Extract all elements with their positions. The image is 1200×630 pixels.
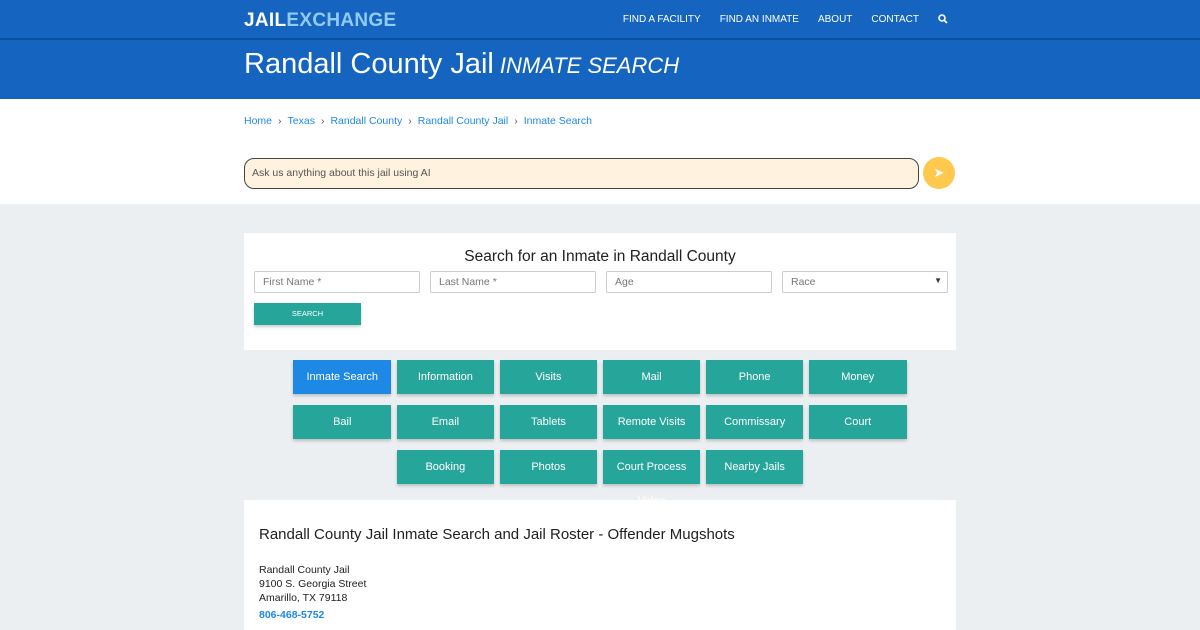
btn-photos[interactable]: Photos: [499, 450, 598, 484]
title-sub: INMATE SEARCH: [499, 53, 680, 78]
crumb-home[interactable]: Home: [244, 115, 273, 127]
chevron-right-icon: ›: [514, 115, 518, 127]
btn-mail[interactable]: Mail: [602, 360, 701, 394]
logo-exchange: EXCHANGE: [286, 10, 397, 31]
title-band: Randall County Jail INMATE SEARCH: [0, 40, 1200, 99]
race-value: Race: [791, 276, 816, 288]
race-select[interactable]: Race ▼: [782, 271, 948, 293]
crumb-inmate-search[interactable]: Inmate Search: [523, 115, 593, 127]
jail-city: Amarillo, TX 79118: [259, 592, 348, 604]
top-navbar: JAILEXCHANGE FIND A FACILITY FIND AN INM…: [0, 0, 1200, 40]
btn-email[interactable]: Email: [396, 405, 495, 439]
page-title: Randall County Jail INMATE SEARCH: [244, 48, 679, 81]
nav-contact[interactable]: CONTACT: [871, 14, 919, 25]
btn-court-process-video[interactable]: Court Process Video: [602, 450, 701, 507]
btn-nearby-jails[interactable]: Nearby Jails: [705, 450, 804, 484]
btn-inmate-search[interactable]: Inmate Search: [293, 360, 392, 394]
inmate-search-form: Search for an Inmate in Randall County F…: [244, 233, 956, 350]
chevron-right-icon: ›: [278, 115, 282, 127]
age-input[interactable]: Age: [606, 271, 772, 293]
content-heading: Randall County Jail Inmate Search and Ja…: [259, 526, 735, 543]
last-name-input[interactable]: Last Name *: [430, 271, 596, 293]
title-main: Randall County Jail: [244, 48, 494, 80]
btn-visits[interactable]: Visits: [499, 360, 598, 394]
btn-bail[interactable]: Bail: [293, 405, 392, 439]
jail-street: 9100 S. Georgia Street: [259, 578, 367, 590]
search-heading: Search for an Inmate in Randall County: [464, 248, 736, 265]
facility-nav-buttons: Inmate Search Information Visits Mail Ph…: [244, 360, 956, 507]
paper-plane-icon[interactable]: ➤: [923, 157, 955, 189]
crumb-texas[interactable]: Texas: [287, 115, 315, 127]
btn-money[interactable]: Money: [808, 360, 907, 394]
btn-information[interactable]: Information: [396, 360, 495, 394]
ai-question-input[interactable]: Ask us anything about this jail using AI: [244, 158, 919, 189]
btn-remote-visits[interactable]: Remote Visits: [602, 405, 701, 439]
btn-tablets[interactable]: Tablets: [499, 405, 598, 439]
btn-commissary[interactable]: Commissary: [705, 405, 804, 439]
search-icon[interactable]: [938, 14, 948, 27]
btn-booking[interactable]: Booking: [396, 450, 495, 484]
chevron-right-icon: ›: [320, 115, 325, 127]
btn-court[interactable]: Court: [808, 405, 907, 439]
first-name-input[interactable]: First Name *: [254, 271, 420, 293]
btn-phone[interactable]: Phone: [705, 360, 804, 394]
content-card: Randall County Jail Inmate Search and Ja…: [244, 500, 956, 630]
main-nav: FIND A FACILITY FIND AN INMATE ABOUT CON…: [623, 14, 948, 27]
jail-phone-link[interactable]: 806-468-5752: [259, 609, 325, 621]
top-section: Home › Texas › Randall County › Randall Cou…: [0, 99, 1200, 204]
jail-name: Randall County Jail: [259, 564, 350, 576]
logo-jail: JAIL: [244, 10, 287, 31]
crumb-jail[interactable]: Randall County Jail: [417, 115, 509, 127]
chevron-right-icon: ›: [408, 115, 412, 127]
logo[interactable]: JAILEXCHANGE: [244, 10, 396, 32]
search-button[interactable]: SEARCH: [254, 303, 361, 325]
nav-find-facility[interactable]: FIND A FACILITY: [622, 14, 701, 25]
nav-find-inmate[interactable]: FIND AN INMATE: [719, 14, 799, 25]
crumb-county[interactable]: Randall County: [330, 115, 403, 127]
breadcrumb: Home › Texas › Randall County › Randall Cou…: [244, 115, 592, 127]
nav-about[interactable]: ABOUT: [817, 14, 853, 25]
chevron-down-icon: ▼: [934, 276, 942, 285]
